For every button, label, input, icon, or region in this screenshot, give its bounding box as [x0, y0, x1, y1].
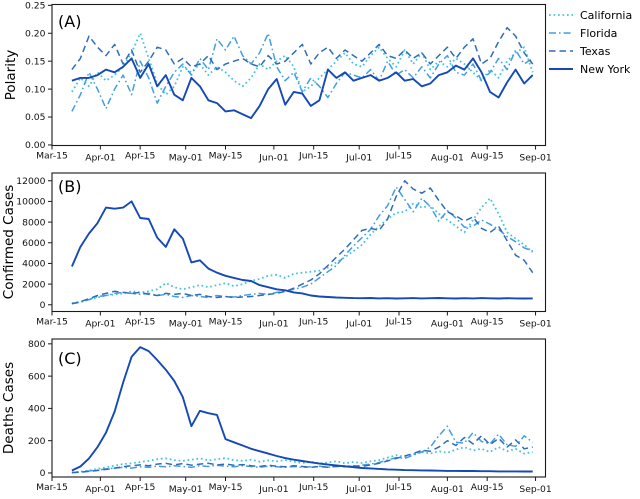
- x-tick-label: Jun-01: [258, 153, 288, 164]
- series-line-florida: [71, 186, 533, 305]
- x-tick-label: Jul-01: [345, 484, 372, 495]
- panel-b-spines: [51, 172, 547, 313]
- x-tick-label: Aug-15: [471, 151, 504, 162]
- legend-line-florida: [549, 32, 573, 34]
- x-tick-label: May-01: [169, 484, 203, 495]
- legend: California Florida Texas New York: [548, 6, 640, 78]
- series-line-new-york: [71, 200, 533, 300]
- panel-b: 0 2000 4000 6000 8000 10000 12000 Mar-15 Apr-01 A…: [16, 172, 552, 330]
- panel-a-letter: (A): [58, 12, 81, 31]
- x-tick-label: Sep-01: [519, 319, 551, 330]
- y-tick-label: 0: [40, 468, 46, 479]
- series-line-florida: [71, 32, 534, 112]
- x-tick-label: Apr-15: [125, 151, 155, 162]
- legend-item-new-york[interactable]: New York: [548, 60, 640, 78]
- x-tick-label: Jun-01: [258, 484, 288, 495]
- y-tick-label: 0.20: [25, 28, 46, 39]
- x-tick-label: Apr-01: [85, 484, 115, 495]
- series-line-new-york: [71, 57, 534, 120]
- y-tick-label: 0.15: [25, 56, 46, 67]
- x-tick-label: Jul-15: [385, 317, 412, 328]
- legend-line-new-york: [549, 68, 573, 70]
- x-tick-label: Mar-15: [36, 317, 68, 328]
- y-tick-label: 400: [28, 404, 46, 415]
- legend-item-texas[interactable]: Texas: [548, 42, 640, 60]
- y-tick-label: 2000: [22, 279, 46, 290]
- x-tick-label: Jul-15: [385, 151, 412, 162]
- legend-line-california: [549, 14, 573, 16]
- x-tick-label: Aug-15: [471, 482, 504, 493]
- y-tick-label: 0: [40, 300, 46, 311]
- y-tick-label: 12000: [16, 176, 45, 187]
- panel-c-spines: [51, 338, 547, 478]
- legend-item-florida[interactable]: Florida: [548, 24, 640, 42]
- x-tick-label: May-15: [209, 317, 243, 328]
- x-tick-label: Mar-15: [36, 151, 68, 162]
- y-tick-label: 0.05: [25, 112, 46, 123]
- legend-label-florida: Florida: [580, 26, 618, 40]
- x-tick-label: Aug-01: [431, 484, 464, 495]
- panel-b-ylabel: Confirmed Cases: [1, 185, 17, 299]
- x-tick-label: Jun-15: [298, 317, 329, 328]
- series-line-new-york: [71, 346, 533, 473]
- x-tick-label: Apr-01: [85, 319, 115, 330]
- x-tick-label: Jul-15: [385, 482, 412, 493]
- y-tick-label: 0.25: [25, 1, 46, 12]
- y-tick-label: 200: [28, 436, 46, 447]
- panel-b-letter: (B): [58, 177, 81, 196]
- series-line-texas: [71, 26, 534, 74]
- y-tick-label: 6000: [22, 238, 46, 249]
- x-tick-label: Aug-01: [431, 319, 464, 330]
- y-tick-label: 10000: [16, 197, 45, 208]
- y-tick-label: 8000: [22, 217, 46, 228]
- panel-c: 0 200 400 600 800 Mar-15 Apr-01 Apr-15 May-01 May…: [28, 338, 552, 495]
- x-tick-label: Sep-01: [519, 484, 551, 495]
- x-tick-label: May-15: [209, 151, 243, 162]
- x-tick-label: Sep-01: [519, 153, 551, 164]
- panel-c-letter: (C): [58, 349, 82, 368]
- series-line-florida: [71, 425, 534, 474]
- panel-a-spines: [51, 3, 547, 147]
- y-tick-label: 800: [28, 339, 46, 350]
- y-tick-label: 0.00: [25, 140, 46, 151]
- y-tick-label: 4000: [22, 259, 46, 270]
- x-tick-label: Apr-15: [125, 482, 155, 493]
- x-tick-label: May-15: [209, 482, 243, 493]
- x-tick-label: Jul-01: [345, 153, 372, 164]
- y-tick-label: 0.10: [25, 84, 46, 95]
- x-tick-label: Jun-15: [298, 151, 329, 162]
- x-tick-label: May-01: [169, 153, 203, 164]
- panel-a: 0.00 0.05 0.10 0.15 0.20 0.25 Mar-15 Apr-01 Apr-…: [25, 1, 552, 164]
- series-line-california: [71, 197, 534, 305]
- legend-label-texas: Texas: [580, 44, 611, 58]
- x-tick-label: Jun-15: [298, 482, 329, 493]
- x-tick-label: Jul-01: [345, 319, 372, 330]
- y-tick-label: 600: [28, 371, 46, 382]
- legend-label-california: California: [580, 8, 633, 22]
- x-tick-label: Apr-01: [85, 153, 115, 164]
- x-tick-label: Mar-15: [36, 482, 68, 493]
- x-tick-label: Apr-15: [125, 317, 155, 328]
- panel-c-ylabel: Deaths Cases: [1, 362, 17, 454]
- legend-label-new-york: New York: [580, 62, 631, 76]
- x-tick-label: Jun-01: [258, 319, 288, 330]
- panel-a-ylabel: Polarity: [3, 50, 19, 101]
- series-line-california: [71, 446, 533, 474]
- x-tick-label: Aug-01: [431, 153, 464, 164]
- x-tick-label: May-01: [169, 319, 203, 330]
- legend-line-texas: [549, 50, 573, 52]
- x-tick-label: Aug-15: [471, 317, 504, 328]
- legend-item-california[interactable]: California: [548, 6, 640, 24]
- series-line-texas: [71, 180, 534, 305]
- panels-root: 0.00 0.05 0.10 0.15 0.20 0.25 Mar-15 Apr-01 Apr-…: [16, 1, 551, 495]
- series-line-texas: [71, 435, 533, 474]
